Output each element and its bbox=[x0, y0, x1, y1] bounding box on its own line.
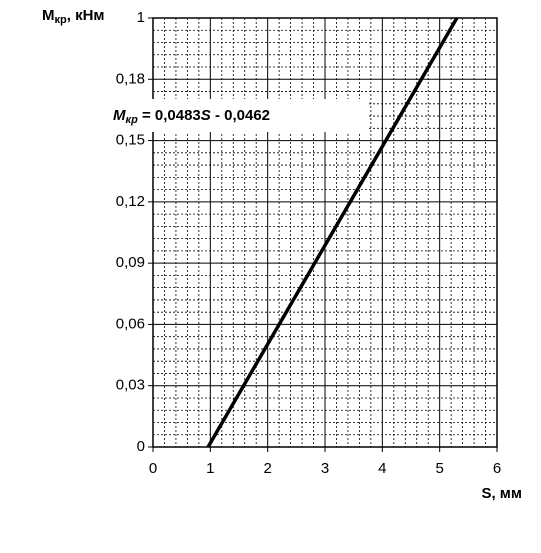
annotation-part: M bbox=[113, 107, 126, 124]
y-tick-label: 0 bbox=[137, 438, 145, 455]
annotation: Mкр = 0,0483S - 0,0462 bbox=[113, 107, 270, 126]
x-tick-label: 4 bbox=[378, 460, 386, 477]
y-label-part: кр bbox=[55, 14, 68, 26]
annotation-part: S bbox=[201, 107, 211, 124]
y-tick-label: 0,09 bbox=[116, 254, 145, 271]
annotation-part: кр bbox=[126, 114, 139, 126]
x-tick-label: 0 bbox=[149, 460, 157, 477]
x-axis-label: S, мм bbox=[481, 485, 522, 502]
annotation-part: = 0,0483 bbox=[138, 107, 201, 124]
marks bbox=[206, 17, 459, 448]
y-label-box bbox=[40, 4, 136, 30]
x-tick-label: 1 bbox=[206, 460, 214, 477]
x-tick-label: 6 bbox=[493, 460, 501, 477]
y-tick-label: 0,06 bbox=[116, 315, 145, 332]
y-axis-label: Mкр, кНм bbox=[42, 7, 105, 26]
annotation-part: - 0,0462 bbox=[211, 107, 270, 124]
x-tick-label: 2 bbox=[263, 460, 271, 477]
plot-frame bbox=[152, 17, 498, 448]
y-tick-label: 0,03 bbox=[116, 377, 145, 394]
x-tick-label: 3 bbox=[321, 460, 329, 477]
x-tick-label: 5 bbox=[435, 460, 443, 477]
y-label-part: M bbox=[42, 7, 55, 24]
y-label-part: , кНм bbox=[67, 7, 105, 24]
y-tick-label: 0,12 bbox=[116, 193, 145, 210]
y-tick-label: 0,18 bbox=[116, 70, 145, 87]
grid bbox=[148, 17, 498, 452]
y-tick-label: 0,15 bbox=[116, 132, 145, 149]
data-line bbox=[206, 17, 459, 448]
annotation-box bbox=[108, 99, 368, 132]
